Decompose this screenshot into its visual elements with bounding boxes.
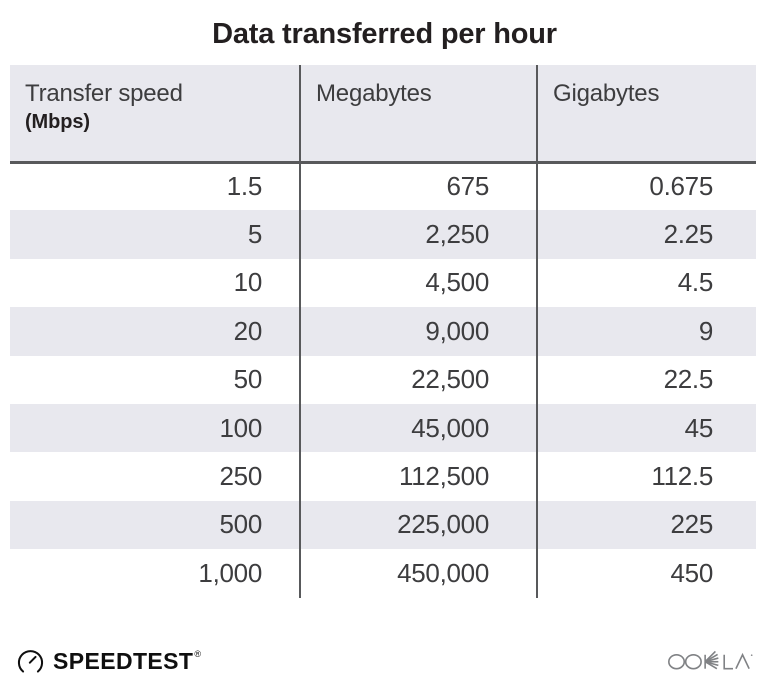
cell-megabytes: 112,500 xyxy=(299,452,537,501)
column-header-label: Transfer speed xyxy=(25,80,183,107)
footer: SPEEDTEST ® xyxy=(0,610,769,698)
cell-gigabytes: 4.5 xyxy=(536,258,756,308)
cell-transfer-speed: 20 xyxy=(233,315,263,346)
cell-megabytes: 225,000 xyxy=(299,500,537,550)
cell-gigabytes: 22.5 xyxy=(536,355,756,404)
cell-gigabytes: 2.25 xyxy=(536,210,756,259)
cell-gigabytes: 225 xyxy=(536,500,756,550)
cell-gigabytes: 450 xyxy=(536,549,756,598)
cell-transfer-speed: 100 xyxy=(219,412,263,443)
table-row: 1,000 450,000 450 xyxy=(10,549,756,598)
table-row: 250 112,500 112.5 xyxy=(10,452,756,501)
cell-transfer-speed: 10 xyxy=(233,267,263,298)
data-table-container: Transfer speed (Mbps) Megabytes Gigabyte… xyxy=(10,65,756,598)
cell-gigabytes: 112.5 xyxy=(536,452,756,501)
table-row: 500 225,000 225 xyxy=(10,500,756,550)
cell-megabytes: 2,250 xyxy=(299,210,537,259)
cell-megabytes: 9,000 xyxy=(299,307,537,356)
column-header-label: Megabytes xyxy=(316,80,432,107)
speedtest-logo: SPEEDTEST ® xyxy=(17,646,201,676)
cell-gigabytes: 0.675 xyxy=(536,162,756,211)
column-header-transfer-speed: Transfer speed (Mbps) xyxy=(10,65,300,164)
table-row: 20 9,000 9 xyxy=(10,307,756,356)
page-title: Data transferred per hour xyxy=(212,18,557,50)
column-header-unit: (Mbps) xyxy=(25,111,90,133)
cell-transfer-speed: 500 xyxy=(219,509,263,540)
cell-gigabytes: 9 xyxy=(536,307,756,356)
table-head: Transfer speed (Mbps) Megabytes Gigabyte… xyxy=(10,65,756,164)
table-row: 100 45,000 45 xyxy=(10,403,756,453)
ookla-logo xyxy=(667,650,755,672)
cell-megabytes: 4,500 xyxy=(299,258,537,308)
table-row: 50 22,500 22.5 xyxy=(10,355,756,404)
cell-megabytes: 45,000 xyxy=(299,403,537,453)
table-header-row: Transfer speed (Mbps) Megabytes Gigabyte… xyxy=(10,65,756,164)
cell-transfer-speed: 1.5 xyxy=(226,171,263,202)
cell-transfer-speed: 5 xyxy=(247,219,262,250)
table-row: 5 2,250 2.25 xyxy=(10,210,756,259)
cell-megabytes: 675 xyxy=(299,162,537,211)
cell-transfer-speed: 250 xyxy=(219,461,263,492)
data-table: Transfer speed (Mbps) Megabytes Gigabyte… xyxy=(10,65,756,598)
column-header-megabytes: Megabytes xyxy=(299,65,537,164)
cell-transfer-speed: 1,000 xyxy=(198,557,262,588)
speedtest-trademark-mark: ® xyxy=(194,649,201,659)
table-row: 10 4,500 4.5 xyxy=(10,258,756,308)
table-row: 1.5 675 0.675 xyxy=(10,162,756,211)
cell-megabytes: 450,000 xyxy=(299,549,537,598)
table-body: 1.5 675 0.675 5 2,250 2.25 10 4,500 4.5 … xyxy=(10,162,756,598)
speedtest-wordmark: SPEEDTEST xyxy=(53,647,194,674)
column-header-label: Gigabytes xyxy=(553,80,660,107)
cell-megabytes: 22,500 xyxy=(299,355,537,404)
column-header-gigabytes: Gigabytes xyxy=(536,65,756,164)
cell-transfer-speed: 50 xyxy=(233,364,263,395)
speedometer-icon xyxy=(17,648,44,675)
cell-gigabytes: 45 xyxy=(536,403,756,453)
